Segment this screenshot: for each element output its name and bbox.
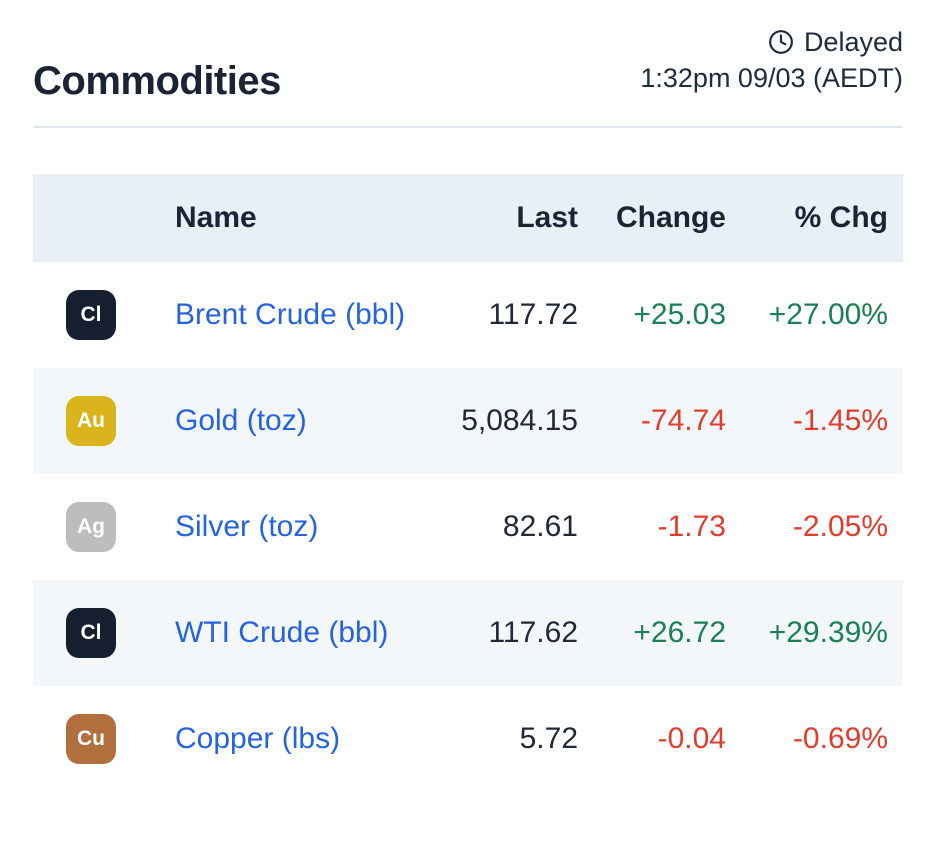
commodity-symbol-badge: Cl <box>66 290 116 340</box>
commodity-symbol-badge: Au <box>66 396 116 446</box>
header-spacer <box>33 194 175 242</box>
table-body: Cl Brent Crude (bbl) 117.72 +25.03 +27.00% Au… <box>33 262 903 792</box>
table-row: Cl WTI Crude (bbl) 117.62 +26.72 +29.39% <box>33 580 903 686</box>
column-header-name[interactable]: Name <box>175 201 257 234</box>
status-label: Delayed <box>803 27 903 57</box>
last-value: 5,084.15 <box>461 404 578 437</box>
column-header-last[interactable]: Last <box>516 201 578 234</box>
change-value: +25.03 <box>633 298 726 331</box>
last-value: 117.62 <box>488 616 578 649</box>
column-header-change[interactable]: Change <box>615 201 726 234</box>
symbol-badge-cell: Cl <box>33 580 175 686</box>
change-value: +26.72 <box>633 616 726 649</box>
widget-header: Commodities Delayed 1:32pm 09/03 (AEDT) <box>0 0 936 104</box>
symbol-badge-cell: Au <box>33 368 175 474</box>
commodity-name-link[interactable]: Brent Crude (bbl) <box>175 298 406 331</box>
change-value: -0.04 <box>657 722 726 755</box>
last-value: 5.72 <box>519 722 578 755</box>
table-row: Cl Brent Crude (bbl) 117.72 +25.03 +27.00% <box>33 262 903 368</box>
commodity-symbol-badge: Cu <box>66 714 116 764</box>
pct-chg-value: -2.05% <box>792 510 888 543</box>
change-value: -1.73 <box>657 510 726 543</box>
pct-chg-value: +29.39% <box>768 616 888 649</box>
clock-icon <box>769 30 793 54</box>
commodity-name-link[interactable]: WTI Crude (bbl) <box>175 616 389 649</box>
commodity-symbol-badge: Cl <box>66 608 116 658</box>
commodity-name-link[interactable]: Silver (toz) <box>175 510 319 543</box>
status-line: Delayed <box>640 24 903 60</box>
last-value: 117.72 <box>488 298 578 331</box>
commodity-symbol-badge: Ag <box>66 502 116 552</box>
column-header-pct-chg[interactable]: % Chg <box>794 201 888 234</box>
last-value: 82.61 <box>502 510 578 543</box>
commodity-name-link[interactable]: Gold (toz) <box>175 404 307 437</box>
commodities-table: Name Last Change % Chg Cl Brent Crude (bb… <box>33 174 903 792</box>
pct-chg-value: -0.69% <box>792 722 888 755</box>
commodity-name-link[interactable]: Copper (lbs) <box>175 722 341 755</box>
table-row: Ag Silver (toz) 82.61 -1.73 -2.05% <box>33 474 903 580</box>
pct-chg-value: -1.45% <box>792 404 888 437</box>
symbol-badge-cell: Cl <box>33 262 175 368</box>
symbol-badge-cell: Cu <box>33 686 175 792</box>
timestamp: 1:32pm 09/03 (AEDT) <box>640 63 903 93</box>
page-title: Commodities <box>33 59 281 103</box>
table-row: Au Gold (toz) 5,084.15 -74.74 -1.45% <box>33 368 903 474</box>
table-header-row: Name Last Change % Chg <box>33 174 903 262</box>
change-value: -74.74 <box>640 404 726 437</box>
table-row: Cu Copper (lbs) 5.72 -0.04 -0.69% <box>33 686 903 792</box>
symbol-badge-cell: Ag <box>33 474 175 580</box>
pct-chg-value: +27.00% <box>768 298 888 331</box>
data-status: Delayed 1:32pm 09/03 (AEDT) <box>640 24 903 96</box>
header-divider <box>33 126 903 128</box>
